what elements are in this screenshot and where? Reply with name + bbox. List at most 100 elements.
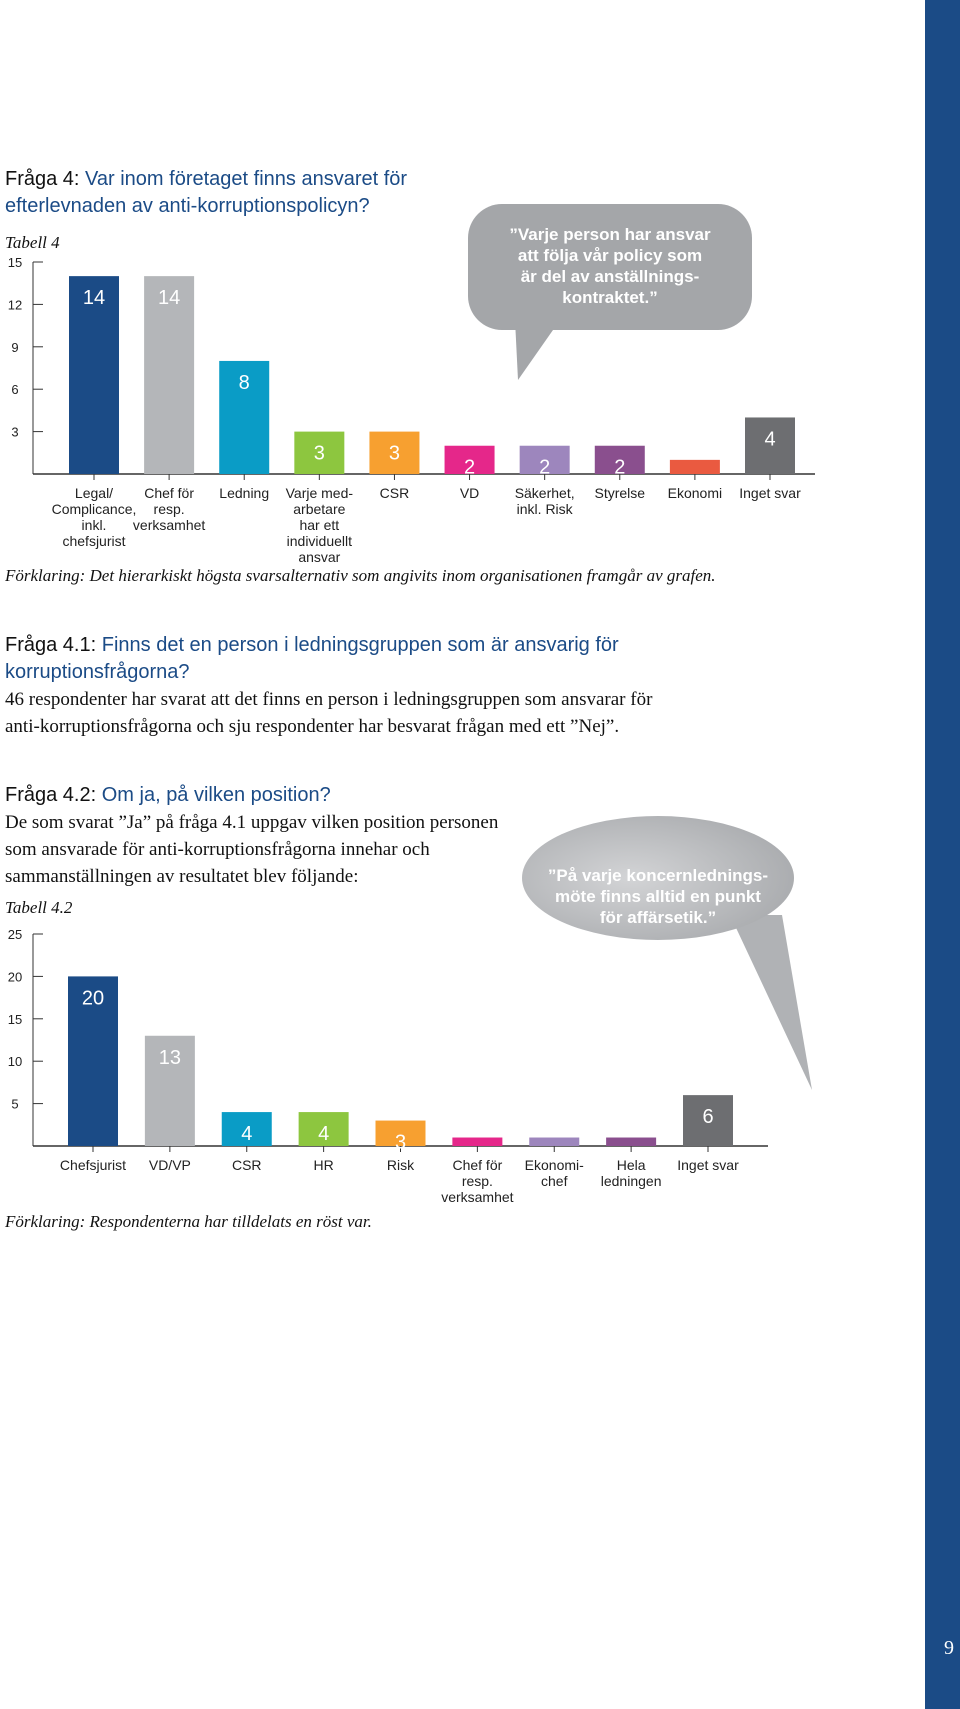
bar-value-label-4: 3 [389, 443, 400, 465]
bubble-1-line1: ”Varje person har ansvar [509, 225, 711, 244]
bar-value-label-1: 14 [158, 287, 180, 309]
question-4-2-answer: De som svarat ”Ja” på fråga 4.1 uppgav v… [5, 809, 498, 890]
bar-9 [745, 417, 795, 474]
bar-value-label-6: 2 [539, 457, 550, 479]
bar-2 [219, 360, 270, 474]
category-label-4: Risk [387, 1157, 415, 1173]
question-4-1-answer-line2: anti-korruptionsfrågorna och sju respond… [5, 716, 620, 737]
category-label-8: Inget svar [677, 1157, 739, 1173]
bar-value-label-7: 2 [614, 457, 625, 479]
bubble-2-line1: ”På varje koncernlednings- [547, 866, 769, 885]
bubble-1-line3: är del av anställnings- [520, 267, 700, 286]
table-4-label: Tabell 4 [5, 233, 60, 252]
category-label-2: Ledning [219, 485, 269, 501]
bar-value-label-2: 8 [239, 372, 250, 394]
question-4-2-answer-line1: De som svarat ”Ja” på fråga 4.1 uppgav v… [5, 812, 499, 833]
y-tick-label-4: 25 [8, 927, 22, 942]
bubble-2-line3: för affärsetik.” [599, 908, 717, 927]
bubble-1-line4: kontraktet.” [562, 288, 658, 307]
bar-1 [144, 1035, 195, 1146]
y-tick-label-3: 12 [8, 297, 22, 312]
page-number: 9 [944, 1637, 954, 1659]
y-tick-label-3: 20 [8, 969, 22, 984]
bar-3 [294, 431, 345, 474]
category-label-8: Ekonomi [668, 485, 722, 501]
bar-8 [669, 459, 720, 474]
bar-6 [529, 1137, 580, 1146]
category-label-4: CSR [380, 485, 410, 501]
bar-value-label-9: 4 [764, 428, 775, 450]
question-4-2-prefix: Fråga 4.2: [5, 784, 97, 806]
bar-value-label-0: 14 [83, 287, 105, 309]
y-tick-label-0: 5 [11, 1097, 18, 1112]
y-tick-label-4: 15 [8, 255, 22, 270]
speech-bubble-2-quote: ”På varje koncernlednings- möte finns al… [520, 865, 796, 928]
speech-bubble-1-quote: ”Varje person har ansvar att följa vår p… [468, 224, 752, 308]
speech-bubble-2-shape [522, 816, 812, 1090]
bar-5 [452, 1137, 503, 1146]
question-4-text-line2: efterlevnaden av anti-korruptionspolicyn… [5, 195, 370, 217]
bar-value-label-5: 2 [464, 457, 475, 479]
bubble-1-line2: att följa vår policy som [517, 246, 703, 265]
y-tick-label-2: 9 [11, 340, 18, 355]
y-tick-label-0: 3 [11, 425, 18, 440]
question-4-prefix: Fråga 4: [5, 168, 80, 190]
question-4-1-text-line1: Finns det en person i ledningsgruppen so… [101, 634, 619, 656]
y-tick-label-1: 10 [8, 1054, 22, 1069]
bar-value-label-0: 20 [82, 987, 104, 1009]
question-4-1-heading: Fråga 4.1: Finns det en person i ledning… [5, 632, 619, 686]
question-4-2-heading: Fråga 4.2: Om ja, på vilken position? [5, 782, 331, 809]
question-4-text-line1: Var inom företaget finns ansvaret för [85, 168, 408, 190]
y-tick-label-2: 15 [8, 1012, 22, 1027]
bar-4 [375, 1120, 426, 1146]
category-label-7: Hela ledningen [601, 1157, 662, 1189]
category-label-6: Ekonomi-chef [525, 1157, 584, 1189]
question-4-1-answer: 46 respondenter har svarat att det finns… [5, 686, 652, 740]
bar-0 [69, 276, 119, 474]
category-label-9: Inget svar [739, 485, 801, 501]
chart-table-4-2: 5 10 15 20 25 20 Chefsjurist 13 VD/VP 4 CSR 4 HR 3 Ris… [8, 816, 812, 1205]
bar-6 [519, 445, 570, 474]
bar-value-label-2: 4 [241, 1123, 252, 1145]
category-label-1: VD/VP [149, 1157, 191, 1173]
category-label-1: Chef för resp. verksamhet [133, 485, 205, 533]
bar-value-label-8: 6 [702, 1106, 713, 1128]
bubble-2-line2: möte finns alltid en punkt [555, 887, 761, 906]
question-4-2-answer-line2: som ansvarade för anti-korruptionsfrågor… [5, 839, 430, 860]
category-label-0: Legal/Complicance, inkl. chefsjurist [52, 485, 137, 549]
question-4-2-text: Om ja, på vilken position? [101, 784, 331, 806]
table-4-2-note: Förklaring: Respondenterna har tilldelat… [5, 1212, 372, 1231]
category-label-2: CSR [232, 1157, 262, 1173]
bar-7 [594, 445, 645, 474]
bar-2 [221, 1112, 272, 1146]
page-sidebar [925, 0, 960, 1709]
category-label-5: Chef för resp. verksamhet [441, 1157, 513, 1205]
question-4-heading: Fråga 4: Var inom företaget finns ansvar… [5, 166, 407, 220]
question-4-1-answer-line1: 46 respondenter har svarat att det finns… [5, 689, 653, 710]
bar-5 [444, 445, 495, 474]
question-4-2-answer-line3: sammanställningen av resultatet blev föl… [5, 866, 359, 887]
speech-bubble-1-shape [468, 204, 752, 380]
question-4-1-text-line2: korruptionsfrågorna? [5, 661, 190, 683]
category-label-7: Styrelse [594, 485, 645, 501]
bar-value-label-3: 4 [318, 1123, 329, 1145]
chart-table-4: 3 6 9 12 15 14 Legal/Complicance, inkl. chefsjur… [8, 204, 815, 565]
table-4-2-label: Tabell 4.2 [5, 898, 73, 917]
bar-0 [68, 976, 118, 1146]
bar-value-label-3: 3 [314, 443, 325, 465]
question-4-1-prefix: Fråga 4.1: [5, 634, 97, 656]
bar-4 [369, 431, 420, 474]
category-label-3: HR [314, 1157, 334, 1173]
bar-7 [606, 1137, 657, 1146]
bar-value-label-1: 13 [159, 1047, 181, 1069]
table-4-note: Förklaring: Det hierarkiskt högsta svars… [5, 566, 716, 585]
bar-value-label-4: 3 [395, 1132, 406, 1154]
bar-3 [298, 1112, 349, 1146]
category-label-0: Chefsjurist [60, 1157, 126, 1173]
category-label-5: VD [460, 485, 479, 501]
category-label-3: Varje med-arbetare har ett individuellt ans… [286, 485, 354, 565]
bar-1 [144, 276, 195, 474]
bar-8 [683, 1095, 733, 1146]
category-label-6: Säkerhet, inkl. Risk [515, 485, 575, 517]
y-tick-label-1: 6 [11, 382, 18, 397]
